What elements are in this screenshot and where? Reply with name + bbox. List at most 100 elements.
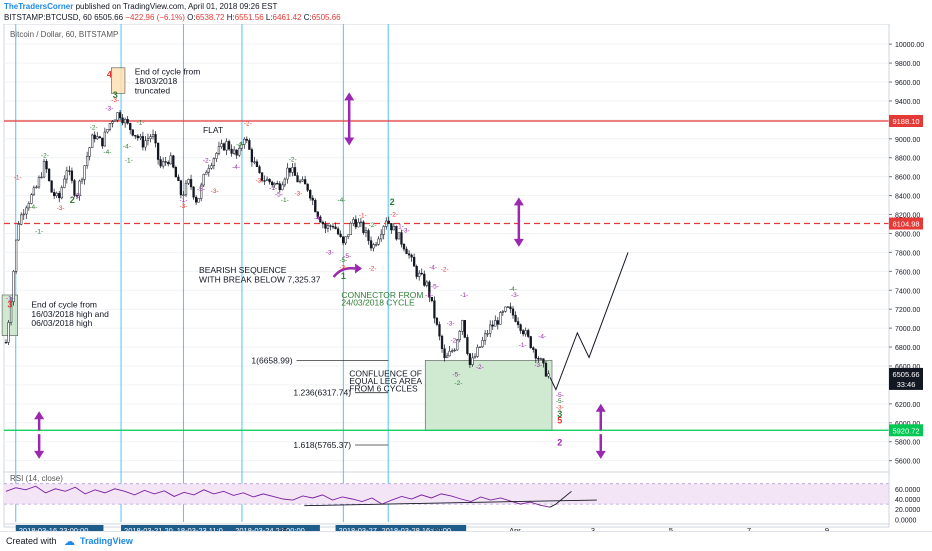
candle-body <box>516 321 520 325</box>
wave-label: -2- <box>289 157 297 164</box>
tradingview-logo-text[interactable]: TradingView <box>80 536 133 546</box>
candle-body <box>217 146 221 154</box>
wave-label: -4- <box>509 286 517 293</box>
wave-label: -3- <box>295 191 303 198</box>
candle-body <box>65 170 68 180</box>
y-tick-label: 6000.00 <box>895 421 920 428</box>
candle-body <box>354 219 357 228</box>
price-tag <box>889 114 923 127</box>
candle-body <box>509 306 512 310</box>
y-tick-label: 7600.00 <box>895 269 920 276</box>
candle-body <box>240 144 243 149</box>
candle-body <box>103 131 107 147</box>
candle-body <box>445 355 449 359</box>
candle-body <box>357 222 360 228</box>
candle-body <box>265 178 269 181</box>
candle-body <box>17 224 20 241</box>
candle-body <box>225 141 228 151</box>
wave-label: -4- <box>123 143 131 150</box>
wave-label: -1- <box>6 296 14 303</box>
candle-body <box>205 171 208 175</box>
wave-label: -2- <box>90 124 98 131</box>
x-axis-date-text: 2018-03-27 1 <box>339 526 384 531</box>
candle-body <box>248 140 251 150</box>
candle-body <box>227 141 231 150</box>
candle-body <box>362 221 365 233</box>
candle-body <box>504 306 507 312</box>
candle-body <box>85 156 89 166</box>
annotation-text: BEARISH SEQUENCE <box>199 265 287 275</box>
candle-body <box>45 161 48 170</box>
wave-label: -1- <box>359 212 367 219</box>
candle-body <box>489 324 492 334</box>
candle-body <box>316 211 319 218</box>
candle-body <box>352 219 355 224</box>
wave-label: -1- <box>179 197 187 204</box>
wave-label: -1- <box>125 157 133 164</box>
wave-label: -1- <box>137 120 145 127</box>
annotation-text: EQUAL LEG AREA <box>349 376 422 386</box>
candle-body <box>288 167 292 173</box>
rsi-axis-bg <box>889 472 932 526</box>
candle-body <box>410 254 413 258</box>
x-axis-date-text: 2018-03-21 20:00:00 <box>124 526 194 531</box>
y-tick-label: 8400.00 <box>895 194 920 201</box>
y-tick-label: 8000.00 <box>895 231 920 238</box>
candle-body <box>453 349 456 352</box>
candle-body <box>400 232 403 245</box>
wave-label: 3 <box>7 299 12 309</box>
fib-level-label: 1.618(5765.37) <box>293 440 351 450</box>
candle-body <box>468 353 472 365</box>
candle-body <box>527 330 530 337</box>
arrow-head-up <box>344 92 355 101</box>
candle-body <box>177 176 180 181</box>
candle-body <box>377 238 380 245</box>
wave-label: 3 <box>557 409 562 419</box>
candle-body <box>309 190 312 199</box>
candle-body <box>121 117 124 124</box>
candle-body <box>463 320 466 338</box>
candle-body <box>438 324 441 337</box>
candle-body <box>230 148 233 154</box>
candle-body <box>235 149 238 156</box>
candle-body <box>324 223 327 229</box>
highlight-box <box>424 360 553 431</box>
high-value: 6551.56 <box>234 13 264 22</box>
candle-body <box>250 149 254 163</box>
candle-body <box>4 342 8 344</box>
y-tick-label: 6800.00 <box>895 345 920 352</box>
candle-body <box>184 182 188 196</box>
wave-label: -3- <box>402 228 410 235</box>
price-chart[interactable]: Bitcoin / Dollar, 60, BITSTAMP 1(6658.99… <box>0 24 932 531</box>
wave-label: 3 <box>113 90 118 100</box>
y-tick-label: 7000.00 <box>895 326 920 333</box>
candle-body <box>349 223 352 236</box>
candle-body <box>30 194 33 204</box>
candle-body <box>367 230 370 241</box>
candle-body <box>7 322 10 343</box>
annotation-text: 18/03/2018 <box>135 76 178 86</box>
candle-body <box>364 230 368 233</box>
candle-body <box>326 225 330 229</box>
candle-body <box>131 129 134 136</box>
y-tick-label: 9600.00 <box>895 80 920 87</box>
candle-body <box>37 176 41 188</box>
candle-body <box>101 137 104 147</box>
candle-body <box>20 214 23 225</box>
low-label: L: <box>265 13 273 22</box>
wave-label: -2- <box>369 222 377 229</box>
annotation-text: End of cycle from <box>31 299 97 309</box>
candle-body <box>478 346 482 348</box>
candle-body <box>303 179 307 185</box>
publisher-link[interactable]: TheTradersCorner <box>4 2 74 11</box>
wave-label: -5- <box>452 371 460 378</box>
candle-body <box>253 161 256 163</box>
candle-body <box>448 350 451 357</box>
candle-body <box>197 198 200 203</box>
annotation-text: 06/03/2018 high <box>31 318 92 328</box>
candle-body <box>339 233 342 238</box>
candle-body <box>22 213 25 216</box>
y-axis-bg <box>889 24 932 526</box>
annotation-text: 16/03/2018 high and <box>31 309 109 319</box>
